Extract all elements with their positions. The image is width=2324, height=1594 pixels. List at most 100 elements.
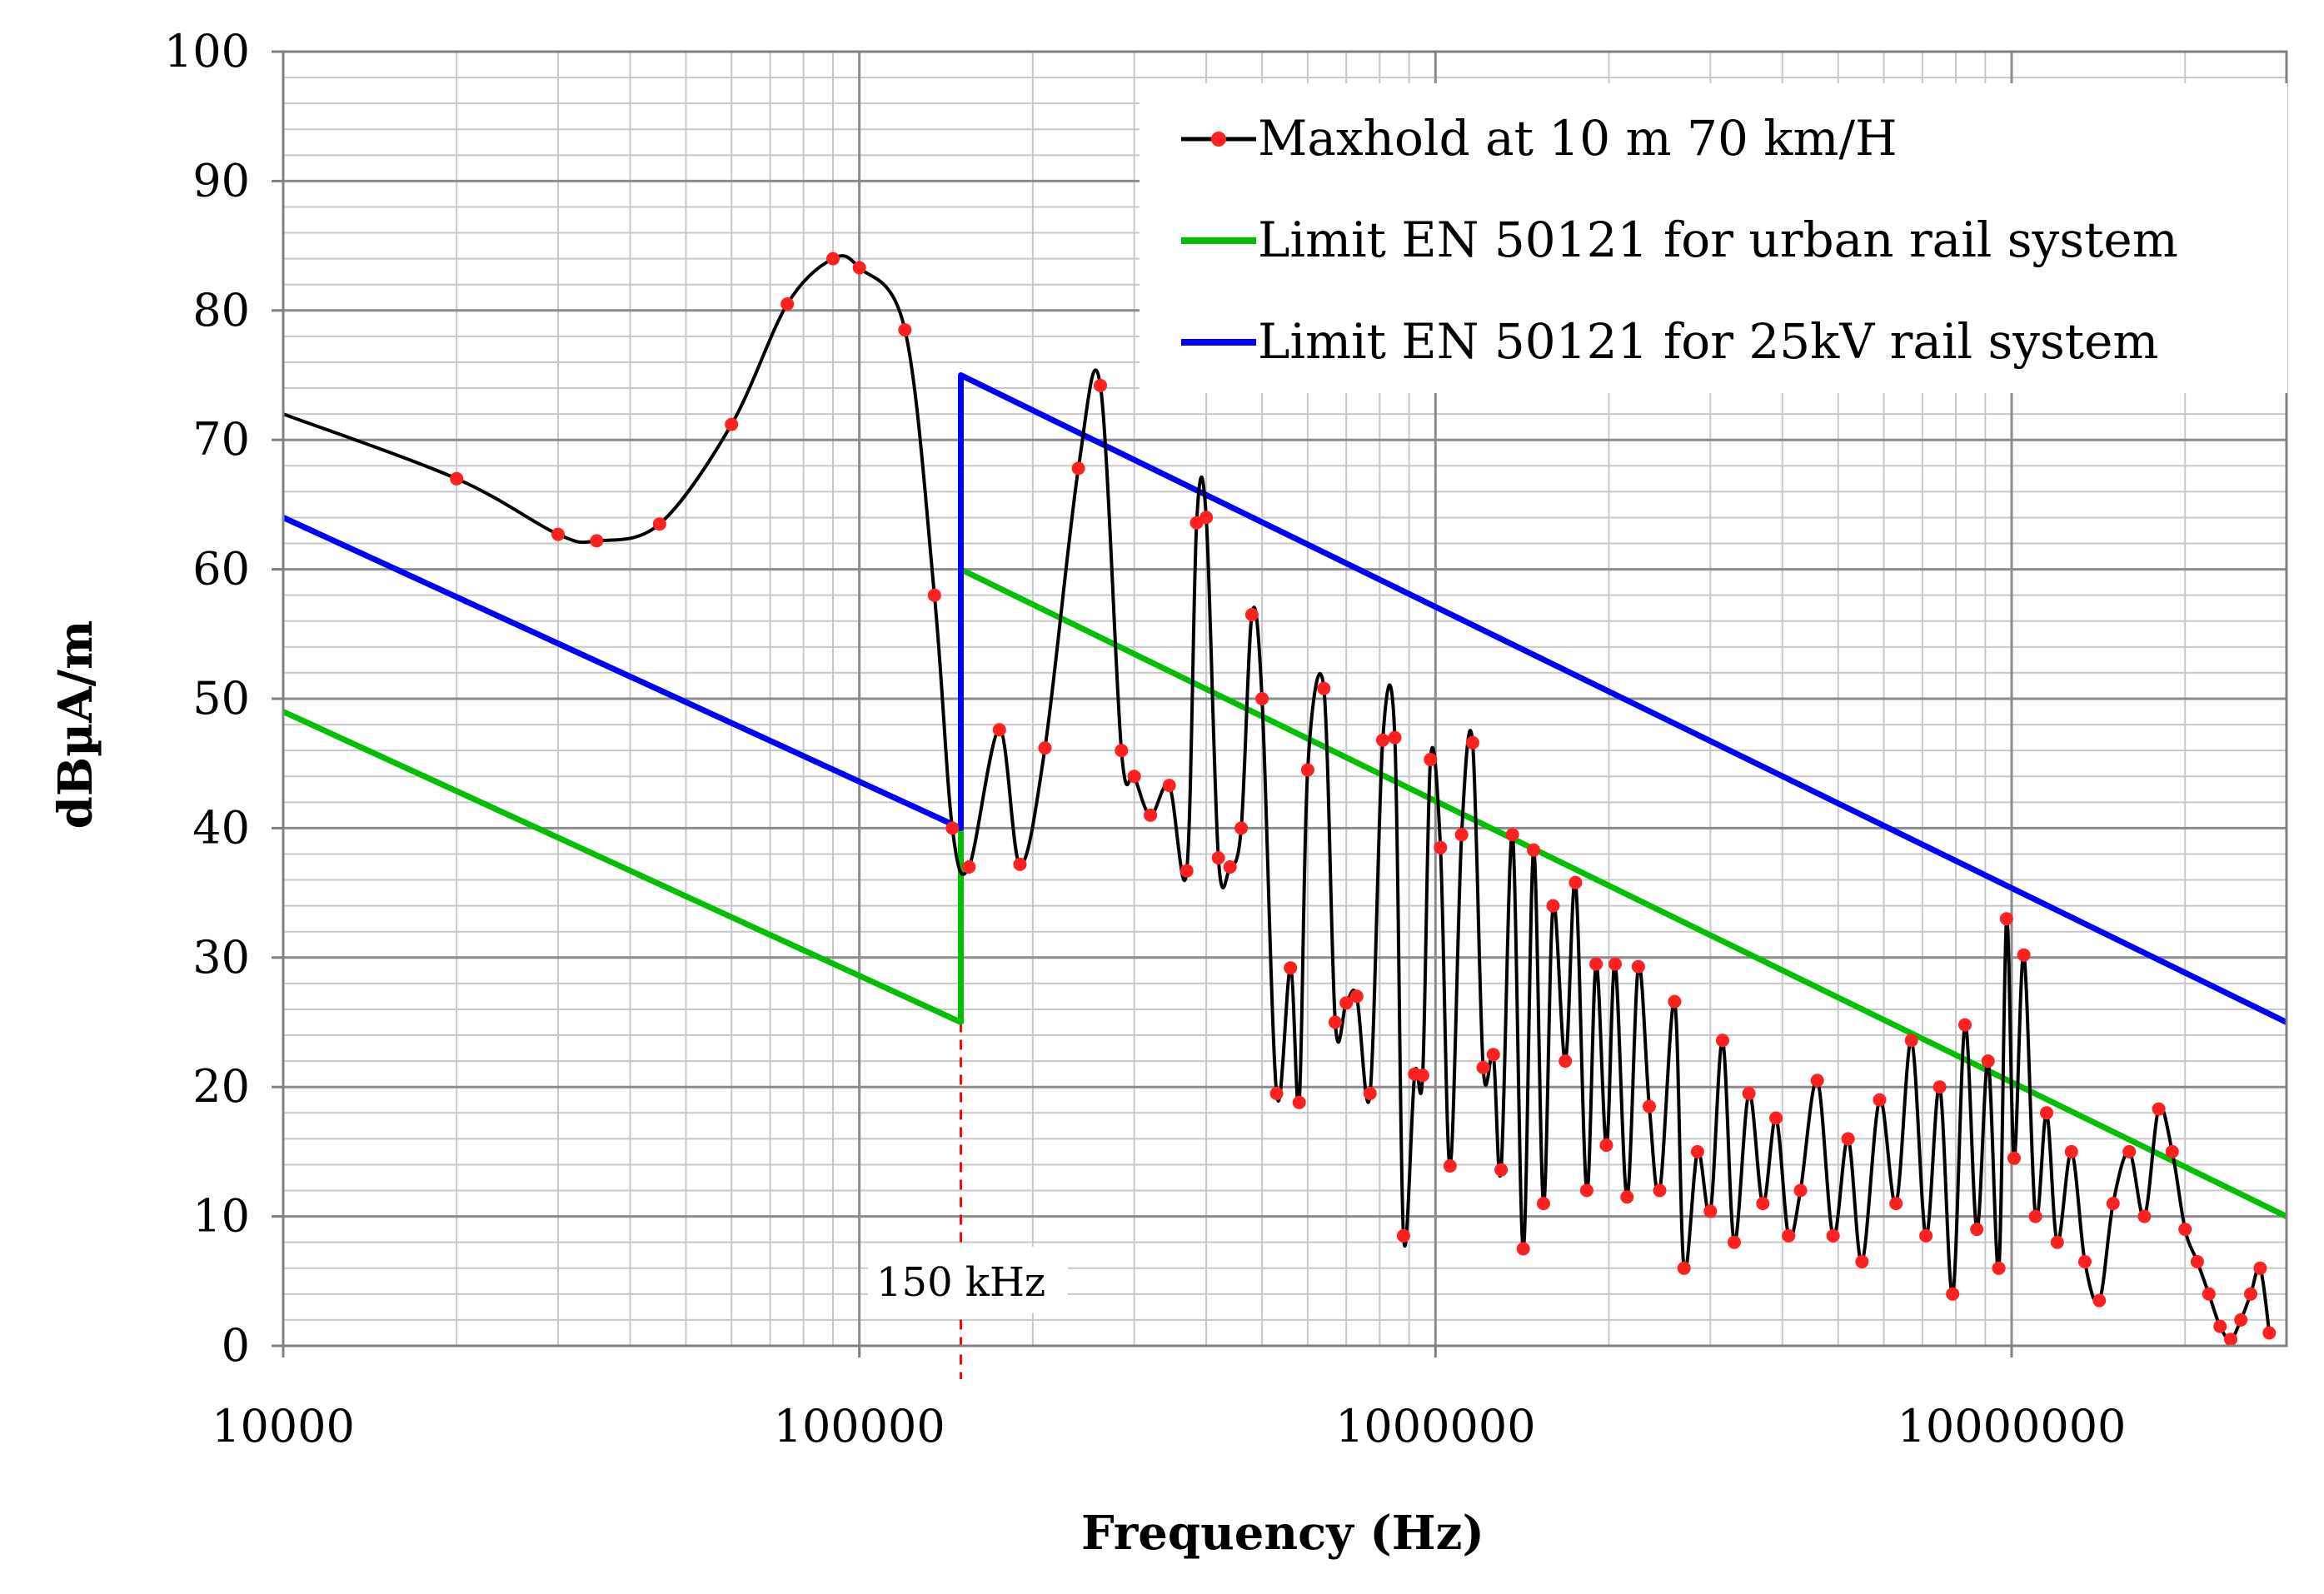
x-tick-labels: 10000 100000 1000000 10000000 (212, 1346, 2126, 1452)
data-point-maxhold (1742, 1087, 1756, 1100)
y-tick-label: 50 (192, 672, 250, 725)
data-point-maxhold (1589, 957, 1603, 971)
y-tick-labels: 0 10 20 30 40 50 60 70 80 90 100 (164, 25, 283, 1372)
data-point-maxhold (2190, 1255, 2204, 1268)
series-lines (282, 254, 2288, 1342)
legend-marker-maxhold (1211, 132, 1226, 147)
data-point-maxhold (2165, 1144, 2179, 1158)
data-point-maxhold (1999, 912, 2013, 926)
y-tick-label: 0 (222, 1319, 250, 1372)
y-tick-label: 90 (192, 154, 250, 207)
data-point-maxhold (1434, 840, 1448, 854)
legend-label-maxhold: Maxhold at 10 m 70 km/H (1258, 110, 1898, 167)
data-point-maxhold (1855, 1255, 1869, 1268)
data-point-maxhold (1415, 1068, 1429, 1083)
data-point-maxhold (1631, 959, 1645, 974)
data-point-maxhold (2040, 1106, 2053, 1120)
data-point-maxhold (1339, 996, 1354, 1010)
data-point-maxhold (1454, 828, 1469, 842)
data-point-maxhold (1873, 1093, 1887, 1107)
data-point-maxhold (1505, 828, 1519, 842)
data-point-maxhold (1958, 1018, 1972, 1032)
data-point-maxhold (1919, 1228, 1933, 1243)
data-point-maxhold (1782, 1228, 1796, 1243)
data-point-maxhold (1810, 1073, 1824, 1088)
data-point-maxhold (1349, 989, 1364, 1004)
y-axis-title: dBµA/m (48, 620, 103, 829)
data-point-maxhold (1677, 1261, 1691, 1275)
data-point-maxhold (1620, 1190, 1634, 1204)
data-point-maxhold (1904, 1034, 1918, 1048)
data-point-maxhold (1199, 511, 1214, 525)
y-tick-label: 30 (192, 931, 250, 984)
data-point-maxhold (2202, 1287, 2216, 1301)
data-point-maxhold (1486, 1048, 1500, 1062)
data-point-maxhold (1981, 1054, 1995, 1068)
data-point-maxhold (1769, 1111, 1783, 1125)
x-tick-label: 100000 (774, 1400, 945, 1452)
data-point-maxhold (1516, 1242, 1530, 1256)
data-point-maxhold (2152, 1102, 2166, 1116)
data-point-maxhold (1643, 1099, 1656, 1113)
data-point-maxhold (1889, 1197, 1903, 1211)
data-point-maxhold (945, 821, 960, 835)
legend-item-urban-limit: Limit EN 50121 for urban rail system (1181, 212, 2178, 268)
data-point-maxhold (1793, 1183, 1808, 1198)
data-point-maxhold (725, 417, 739, 431)
data-point-maxhold (1013, 857, 1027, 871)
data-point-maxhold (2064, 1144, 2078, 1158)
data-point-maxhold (780, 297, 795, 311)
y-tick-label: 40 (192, 801, 250, 854)
legend-label-25kv-limit: Limit EN 50121 for 25kV rail system (1258, 313, 2158, 370)
data-point-maxhold (927, 588, 941, 602)
annotation-label-background (868, 1247, 1068, 1313)
data-point-maxhold (1579, 1183, 1593, 1198)
x-axis-title: Frequency (Hz) (1081, 1506, 1484, 1561)
data-point-maxhold (1716, 1034, 1729, 1048)
data-point-maxhold (1388, 730, 1402, 745)
data-point-maxhold (1038, 741, 1052, 755)
data-point-maxhold (1568, 875, 1583, 889)
y-tick-label: 70 (192, 413, 250, 466)
data-point-maxhold (962, 860, 976, 874)
data-point-maxhold (2092, 1293, 2107, 1308)
data-point-maxhold (1653, 1183, 1667, 1198)
data-point-maxhold (2137, 1209, 2152, 1223)
data-point-maxhold (2262, 1326, 2277, 1340)
y-tick-label: 20 (192, 1060, 250, 1113)
data-point-maxhold (652, 517, 666, 531)
annotation-label: 150 kHz (876, 1259, 1045, 1306)
data-point-maxhold (2106, 1197, 2120, 1211)
data-point-maxhold (1300, 763, 1314, 777)
data-point-maxhold (1933, 1080, 1947, 1094)
data-point-maxhold (1363, 1087, 1377, 1100)
data-point-maxhold (1992, 1261, 2006, 1275)
data-point-maxhold (2244, 1287, 2257, 1301)
data-point-maxhold (2007, 1151, 2021, 1165)
data-point-maxhold (1234, 821, 1249, 835)
data-point-maxhold (1071, 461, 1085, 476)
legend: Maxhold at 10 m 70 km/H Limit EN 50121 f… (1140, 83, 2287, 393)
data-point-maxhold (1826, 1228, 1840, 1243)
data-point-maxhold (1144, 808, 1158, 822)
data-point-maxhold (2028, 1209, 2042, 1223)
data-point-maxhold (551, 527, 565, 541)
data-point-maxhold (1494, 1163, 1509, 1177)
x-tick-label: 10000 (212, 1400, 355, 1452)
y-tick-label: 100 (164, 25, 250, 77)
data-point-maxhold (1317, 681, 1331, 695)
data-point-maxhold (1690, 1144, 1704, 1158)
data-point-maxhold (1329, 1015, 1342, 1029)
data-point-maxhold (1970, 1223, 1984, 1237)
data-point-maxhold (1537, 1197, 1550, 1211)
y-tick-label: 10 (192, 1190, 250, 1243)
data-point-maxhold (1668, 994, 1682, 1009)
data-point-maxhold (590, 534, 604, 548)
data-point-maxhold (1292, 1095, 1306, 1109)
data-point-maxhold (1476, 1060, 1490, 1074)
legend-item-maxhold: Maxhold at 10 m 70 km/H (1181, 110, 1898, 167)
data-point-maxhold (1244, 608, 1259, 621)
data-point-maxhold (1546, 899, 1560, 913)
data-point-maxhold (1179, 864, 1194, 878)
data-point-maxhold (1269, 1087, 1284, 1100)
